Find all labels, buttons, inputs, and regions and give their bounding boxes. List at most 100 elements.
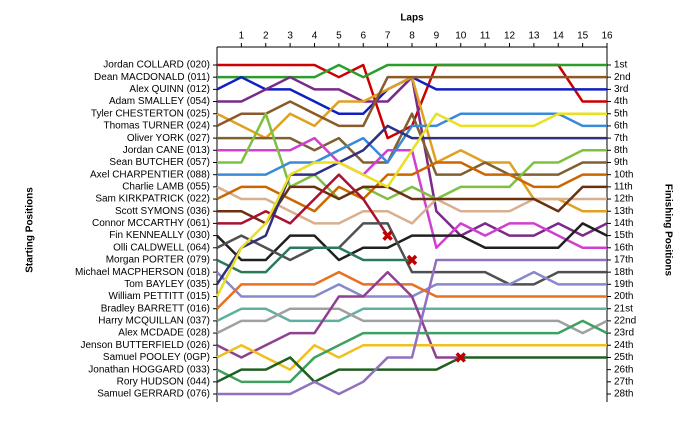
y2-tick-label: 19th: [614, 279, 633, 290]
position-line: [217, 258, 607, 396]
y2-tick-label: 6th: [614, 121, 628, 132]
driver-label: Michael MACPHERSON (018): [75, 267, 210, 278]
x-tick-label: 8: [409, 31, 415, 42]
position-line: [217, 185, 607, 225]
x-tick-label: 6: [360, 31, 366, 42]
position-line: [216, 307, 607, 323]
position-line: [217, 173, 389, 237]
driver-label: Fin KENNEALLY (030): [109, 230, 210, 241]
x-tick-label: 2: [263, 31, 269, 42]
y2-tick-label: 24th: [614, 340, 633, 351]
position-line: [217, 112, 607, 201]
x-tick-label: 9: [434, 31, 440, 42]
driver-label: Jonathan HOGGARD (033): [88, 364, 210, 375]
y2-tick-label: 10th: [614, 169, 633, 180]
retirement-cross: [406, 254, 418, 266]
position-line: [216, 222, 608, 262]
y2-tick-label: 2nd: [614, 72, 631, 83]
y2-tick-label: 8th: [614, 145, 628, 156]
position-line: [217, 112, 607, 176]
y2-tick-label: 18th: [614, 267, 633, 278]
x-tick-label: 4: [312, 31, 318, 42]
y2-tick-label: 1st: [614, 60, 628, 71]
y2-tick-label: 17th: [614, 255, 633, 266]
y2-axis-title: Finishing Positions: [662, 184, 673, 277]
y2-tick-label: 15th: [614, 230, 633, 241]
y2-tick-label: 7th: [614, 133, 628, 144]
y2-tick-label: 16th: [614, 242, 633, 253]
y2-tick-label: 22nd: [614, 316, 636, 327]
position-line: [216, 344, 607, 371]
x-tick-label: 7: [385, 31, 391, 42]
x-tick-label: 15: [577, 31, 589, 42]
driver-label: Samuel POOLEY (0GP): [103, 352, 210, 363]
driver-label: Olli CALDWELL (064): [113, 242, 210, 253]
y2-tick-label: 3rd: [614, 84, 628, 95]
position-line: [216, 246, 412, 274]
position-line: [216, 319, 608, 384]
driver-label: Jordan COLLARD (020): [103, 60, 210, 71]
y2-tick-label: 23rd: [614, 328, 634, 339]
x-tick-label: 5: [336, 31, 342, 42]
driver-label: Morgan PORTER (079): [106, 255, 210, 266]
position-line: [216, 307, 608, 335]
retirement-marker: [382, 230, 393, 241]
driver-label: Thomas TURNER (024): [103, 121, 210, 132]
retirement-cross: [455, 352, 466, 363]
driver-label: Sam KIRKPATRICK (022): [95, 194, 210, 205]
x-tick-label: 16: [601, 31, 613, 42]
position-line: [217, 63, 607, 79]
y-axis-title: Starting Positions: [25, 187, 36, 273]
y2-tick-label: 12th: [614, 194, 633, 205]
driver-label: Connor MCCARTHY (061): [92, 218, 210, 229]
position-line: [216, 356, 607, 384]
y2-tick-label: 26th: [614, 364, 633, 375]
driver-label: William PETTITT (015): [109, 291, 211, 302]
x-tick-label: 14: [553, 31, 565, 42]
x-tick-label: 1: [239, 31, 245, 42]
position-line: [216, 75, 607, 128]
y2-tick-label: 4th: [614, 96, 628, 107]
y2-tick-label: 27th: [614, 376, 633, 387]
driver-label: Axel CHARPENTIER (088): [90, 169, 210, 180]
driver-label: Rory HUDSON (044): [117, 376, 210, 387]
position-line: [215, 112, 607, 298]
position-line: [216, 270, 461, 359]
y2-tick-label: 28th: [614, 389, 633, 400]
x-tick-label: 3: [287, 31, 293, 42]
driver-label: Alex QUINN (012): [129, 84, 210, 95]
position-line: [216, 185, 607, 225]
driver-label: Sean BUTCHER (057): [109, 157, 210, 168]
driver-label: Samuel GERRARD (076): [97, 389, 210, 400]
retirement-cross: [382, 230, 393, 241]
position-line: [215, 124, 607, 286]
y2-tick-label: 13th: [614, 206, 633, 217]
x-tick-label: 12: [504, 31, 516, 42]
driver-label: Tom BAYLEY (035): [124, 279, 210, 290]
position-line: [216, 270, 607, 310]
x-tick-label: 10: [455, 31, 467, 42]
driver-label: Alex MCDADE (028): [118, 328, 210, 339]
driver-label: Dean MACDONALD (011): [94, 72, 210, 83]
x-tick-label: 11: [480, 31, 491, 42]
driver-label: Bradley BARRETT (016): [101, 303, 210, 314]
driver-label: Adam SMALLEY (054): [109, 96, 210, 107]
x-axis-title: Laps: [400, 13, 424, 24]
driver-label: Charlie LAMB (055): [122, 181, 210, 192]
x-tick-label: 13: [528, 31, 540, 42]
position-line: [217, 112, 607, 176]
driver-label: Jenson BUTTERFIELD (026): [81, 340, 211, 351]
y2-tick-label: 14th: [614, 218, 633, 229]
y2-tick-label: 9th: [614, 157, 628, 168]
y2-tick-label: 5th: [614, 108, 628, 119]
position-line: [216, 222, 607, 286]
y2-tick-label: 11th: [614, 181, 633, 192]
driver-label: Scott SYMONS (036): [115, 206, 210, 217]
retirement-marker: [455, 352, 466, 363]
retirement-marker: [406, 254, 418, 266]
driver-label: Tyler CHESTERTON (025): [91, 108, 210, 119]
driver-label: Oliver YORK (027): [127, 133, 210, 144]
y2-tick-label: 21st: [614, 303, 633, 314]
driver-label: Jordan CANE (013): [123, 145, 210, 156]
